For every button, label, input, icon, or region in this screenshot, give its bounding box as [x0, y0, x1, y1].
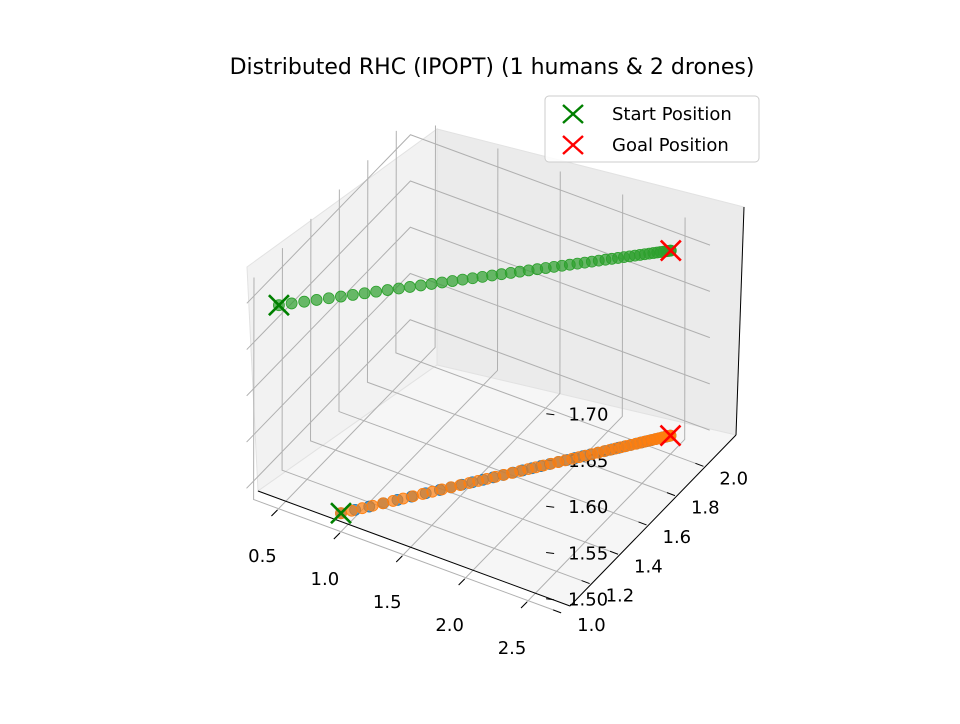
series-green-point: [466, 272, 479, 285]
y-tick-mark: [695, 462, 704, 467]
x-tick-label: 2.0: [435, 615, 464, 636]
series-green-point: [414, 279, 427, 292]
grid-line-y: [395, 130, 696, 464]
y-tick-mark: [609, 550, 619, 555]
series-orange-point: [377, 497, 389, 510]
x-tick-label: 0.5: [248, 546, 277, 567]
grid-line-x: [271, 125, 436, 517]
grid-line-z: [246, 319, 710, 489]
start-marker: [330, 502, 352, 525]
legend-start-marker: [562, 104, 584, 124]
axis-lines: [257, 206, 745, 607]
series-green-point: [358, 287, 371, 300]
grid-line-z: [246, 134, 711, 304]
y-tick-mark: [552, 609, 562, 614]
y-tick-mark: [638, 521, 647, 526]
grid-line-y: [310, 218, 611, 552]
y-tick-label: 1.2: [606, 586, 635, 607]
z-tick-label: 1.50: [568, 590, 608, 611]
series-green-point: [335, 290, 347, 303]
x-tick-label: 2.5: [498, 638, 527, 659]
series-green-point: [425, 278, 438, 290]
series-orange-point: [356, 502, 369, 515]
grid-line-x: [458, 194, 624, 586]
grid-line-x: [333, 148, 499, 540]
y-tick-mark: [666, 492, 676, 497]
z-tick-mark: [546, 413, 555, 416]
series-orange-point: [416, 488, 429, 500]
goal-marker: [659, 239, 682, 262]
legend-goal-label: Goal Position: [612, 135, 729, 156]
series-green-point: [346, 289, 359, 301]
series-green-point: [322, 292, 335, 305]
series-green-point: [370, 285, 383, 298]
series-orange-point: [387, 495, 400, 507]
series-green-point: [298, 295, 311, 308]
series-green-point: [310, 294, 323, 306]
y-tick-label: 2.0: [719, 468, 748, 489]
grid-line-x: [395, 171, 561, 563]
x-tick-mark: [333, 532, 341, 540]
grid-line-y: [281, 248, 582, 582]
x-tick-label: 1.5: [373, 592, 402, 613]
grid-line-y: [253, 277, 554, 611]
y-tick-label: 1.8: [691, 498, 720, 519]
series-green-point: [446, 275, 459, 287]
series-green-point: [436, 276, 448, 289]
series-orange-point: [366, 499, 379, 512]
legend-start-label: Start Position: [612, 104, 732, 125]
grid-line-z: [246, 272, 710, 443]
series-green-point: [285, 297, 298, 310]
y-axis-line: [569, 434, 737, 607]
y-tick-label: 1.4: [634, 556, 663, 577]
series-green-point: [392, 282, 405, 295]
z-tick-mark: [545, 598, 555, 601]
chart-title: Distributed RHC (IPOPT) (1 humans & 2 dr…: [230, 55, 755, 80]
grid-line-x: [520, 217, 686, 609]
z-tick-label: 1.60: [568, 497, 608, 518]
series-green-point: [403, 281, 416, 293]
legend-frame: [544, 95, 760, 163]
legend-goal-marker: [562, 135, 584, 155]
legend: Start Position Goal Position: [544, 95, 760, 163]
series-green-point: [381, 284, 394, 296]
series-orange-point: [407, 490, 419, 503]
grid-line-z: [246, 226, 711, 397]
x-tick-label: 1.0: [311, 569, 340, 590]
x-tick-mark: [395, 555, 403, 563]
z-tick-mark: [546, 505, 555, 508]
series-green-point: [476, 270, 489, 283]
y-tick-mark: [581, 580, 590, 585]
goal-marker: [659, 424, 682, 447]
z-axis-line: [735, 206, 745, 436]
y-tick-label: 1.6: [663, 527, 692, 548]
z-tick-label: 1.55: [568, 543, 608, 564]
series-layer: [267, 239, 682, 525]
z-tick-label: 1.70: [568, 405, 608, 426]
grid-line-y: [338, 189, 639, 523]
z-tick-mark: [546, 551, 555, 554]
series-orange-point: [397, 492, 410, 505]
y-tick-label: 1.0: [577, 615, 606, 636]
start-marker: [267, 294, 290, 317]
x-tick-mark: [458, 578, 466, 586]
x-tick-mark: [271, 509, 278, 517]
x-tick-mark: [520, 601, 528, 609]
series-green-point: [456, 273, 469, 286]
x-axis-line: [257, 490, 571, 607]
